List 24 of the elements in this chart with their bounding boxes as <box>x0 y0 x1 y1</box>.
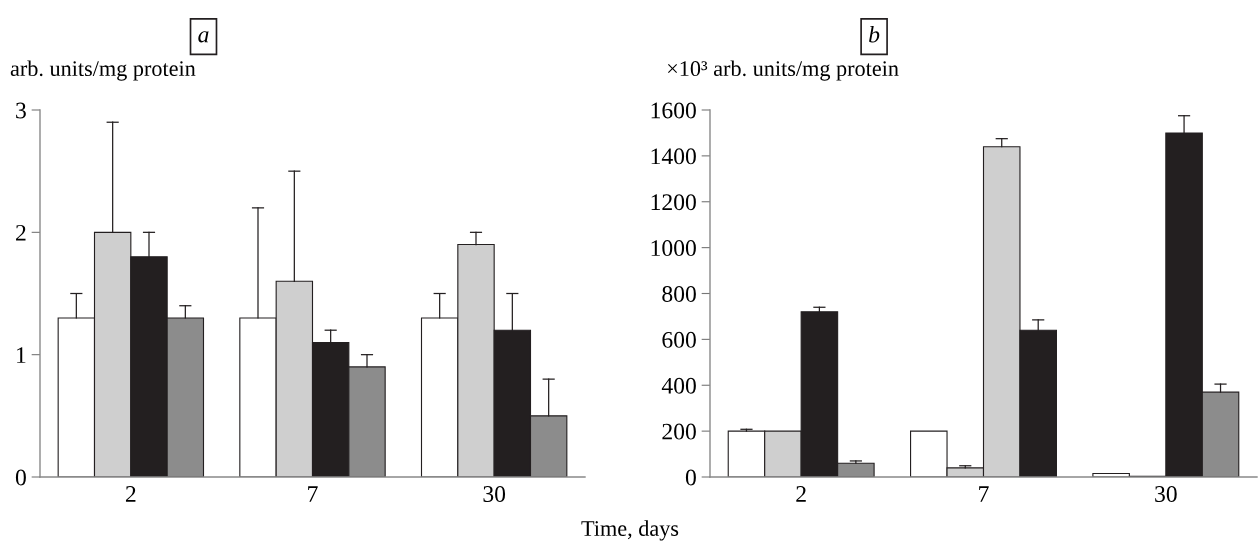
y-tick-label: 1 <box>17 347 26 363</box>
y-axis-title: arb. units/mg protein <box>10 60 196 81</box>
x-tick-label: 7 <box>979 486 989 502</box>
y-tick-label: 1000 <box>651 240 696 257</box>
y-tick-label: 2 <box>16 224 26 241</box>
y-tick-label: 800 <box>662 285 696 302</box>
y-tick-label: 1200 <box>651 194 696 211</box>
y-tick-label: 1600 <box>651 102 696 119</box>
x-tick-label: 30 <box>483 486 506 502</box>
x-axis-title: Time, days <box>581 520 679 541</box>
y-tick-label: 0 <box>685 469 696 486</box>
chart-title: a <box>198 31 209 43</box>
x-tick-label: 2 <box>125 486 136 502</box>
y-tick-label: 1400 <box>651 148 696 165</box>
x-tick-label: 2 <box>796 486 806 502</box>
y-tick-label: 0 <box>15 469 26 486</box>
y-tick-label: 400 <box>661 377 696 394</box>
y-tick-label: 200 <box>662 423 696 440</box>
x-tick-label: 7 <box>308 486 318 502</box>
y-tick-label: 3 <box>16 102 26 119</box>
y-axis-title: ×10³ arb. units/mg protein <box>668 60 899 81</box>
y-tick-label: 600 <box>662 331 696 348</box>
chart-title: b <box>869 25 880 43</box>
x-tick-label: 30 <box>1155 486 1177 502</box>
